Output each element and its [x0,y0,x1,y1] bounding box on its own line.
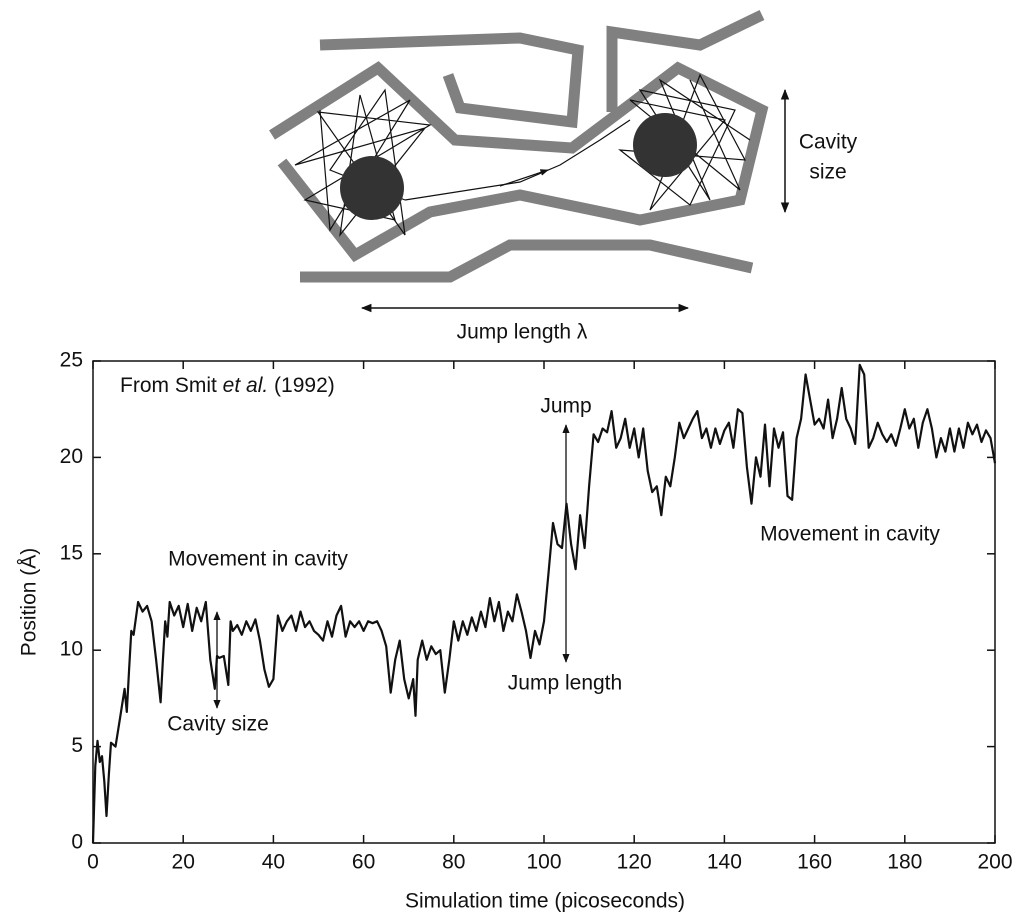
annotation: Cavity size [167,713,269,736]
molecule [633,113,697,177]
y-tick-label: 20 [60,445,83,468]
random-walk [294,88,432,238]
wall [606,10,765,112]
cavity-label: Cavity [799,131,858,154]
x-tick-label: 120 [617,851,652,874]
source-text: et al. [223,374,269,397]
y-tick-label: 5 [71,734,83,757]
jump-arrow [499,169,549,187]
plot-frame [92,360,996,844]
source-text: From Smit [120,374,223,397]
x-tick-label: 40 [262,851,285,874]
jump-label: Jump length λ [457,321,588,344]
x-tick-label: 180 [887,851,922,874]
x-tick-label: 0 [87,851,99,874]
annotation: Movement in cavity [168,548,348,571]
y-axis-label: Position (Å) [18,548,41,657]
x-tick-label: 20 [172,851,195,874]
zeolite-diagram: Cavity size Jump length λ [269,10,858,344]
random-walk [404,119,631,201]
annotation: Jump length [508,672,622,695]
y-tick-label: 10 [60,638,83,661]
x-tick-label: 60 [352,851,375,874]
x-tick-label: 100 [526,851,561,874]
x-tick-label: 200 [977,851,1012,874]
wall [300,239,754,283]
y-tick-label: 25 [60,349,83,372]
annotation: Jump [540,395,591,418]
x-tick-label: 80 [442,851,465,874]
source-note: From Smit et al. (1992) [120,374,335,397]
annotation: Movement in cavity [760,523,940,546]
x-tick-label: 160 [797,851,832,874]
data-line [91,363,997,844]
x-axis-label: Simulation time (picoseconds) [405,890,685,913]
x-tick-label: 140 [707,851,742,874]
wall [269,61,769,263]
y-tick-label: 15 [60,541,83,564]
cavity-label: size [809,161,846,184]
wall [319,32,584,129]
source-text: (1992) [268,374,335,397]
y-tick-label: 0 [71,831,83,854]
molecule [340,156,404,220]
